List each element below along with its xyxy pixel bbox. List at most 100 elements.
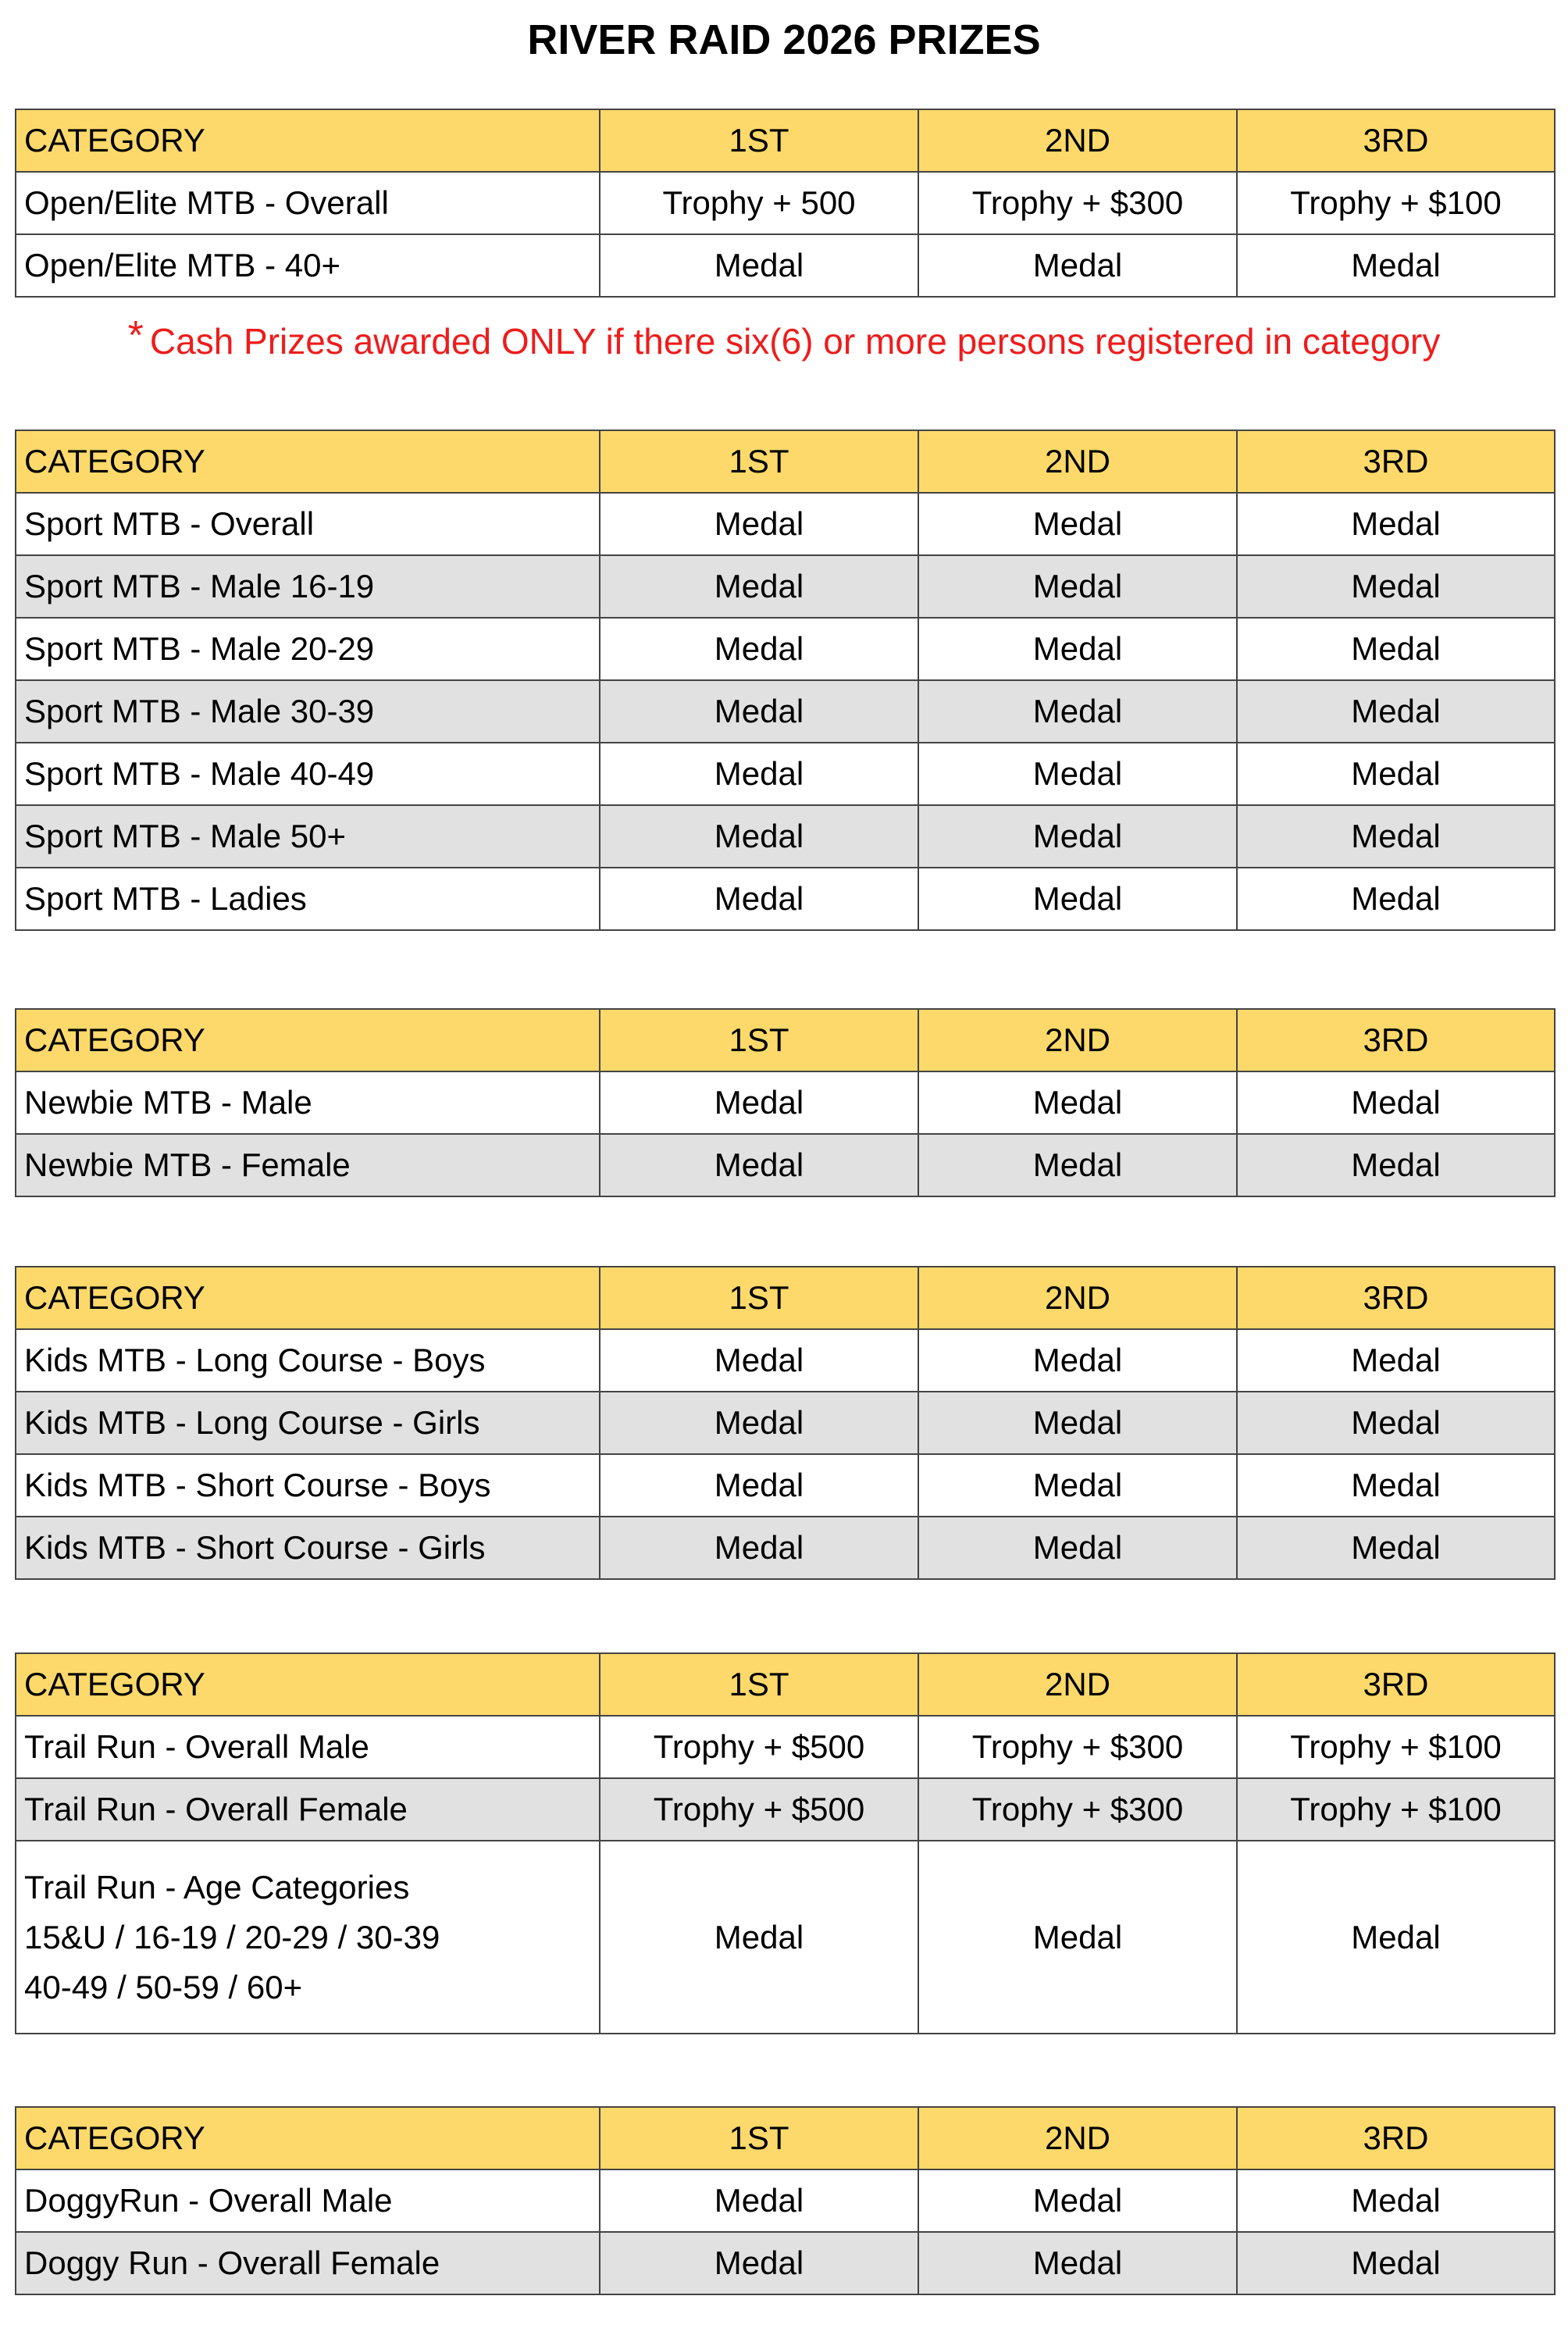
category-label: Trail Run - Age Categories: [24, 1868, 410, 1906]
table-row: Kids MTB - Short Course - Boys Medal Medal…: [15, 1453, 1556, 1517]
prize-cell: Medal: [599, 234, 919, 298]
prize-table: CATEGORY 1ST 2ND 3RD Sport MTB - Overall Meda…: [15, 430, 1556, 931]
prize-cell: Medal: [599, 804, 919, 868]
prize-cell: Trophy + $100: [1236, 171, 1556, 235]
prize-cell: Medal: [1236, 2169, 1556, 2233]
category-cell: Sport MTB - Male 50+: [15, 804, 600, 868]
prize-cell: Medal: [918, 1133, 1238, 1197]
prize-cell: Medal: [1236, 1840, 1556, 2034]
header-place: 1ST: [599, 1652, 919, 1717]
table-row: Sport MTB - Male 20-29 Medal Medal Medal: [15, 617, 1556, 681]
table-row: Open/Elite MTB - Overall Trophy + 500 Trop…: [15, 171, 1556, 235]
prize-cell: Medal: [918, 554, 1238, 619]
page-title: RIVER RAID 2026 PRIZES: [527, 16, 1041, 63]
category-cell: Sport MTB - Male 30-39: [15, 679, 600, 743]
category-cell: Open/Elite MTB - Overall: [15, 171, 600, 235]
prize-cell: Medal: [1236, 2231, 1556, 2295]
prize-cell: Medal: [599, 2169, 919, 2233]
table-row: Open/Elite MTB - 40+ Medal Medal Medal: [15, 234, 1556, 298]
category-cell: Kids MTB - Long Course - Girls: [15, 1391, 600, 1455]
prize-cell: Trophy + $100: [1236, 1715, 1556, 1779]
category-cell: Sport MTB - Overall: [15, 492, 600, 556]
category-cell: Sport MTB - Male 16-19: [15, 554, 600, 619]
prize-cell: Medal: [918, 1391, 1238, 1455]
table-header-row: CATEGORY 1ST 2ND 3RD: [15, 1008, 1556, 1072]
prize-cell: Medal: [918, 234, 1238, 298]
table-header-row: CATEGORY 1ST 2ND 3RD: [15, 2106, 1556, 2170]
cash-prize-note-text: Cash Prizes awarded ONLY if there six(6)…: [149, 321, 1441, 362]
prize-cell: Medal: [599, 1328, 919, 1392]
prize-table: CATEGORY 1ST 2ND 3RD Kids MTB - Long Course …: [15, 1266, 1556, 1580]
category-label: Sport MTB - Male 50+: [24, 818, 346, 854]
prize-cell: Medal: [1236, 1391, 1556, 1455]
prize-cell: Medal: [1236, 742, 1556, 806]
table-row: Newbie MTB - Male Medal Medal Medal: [15, 1071, 1556, 1135]
prize-cell: Trophy + $500: [599, 1715, 919, 1779]
prize-cell: Trophy + $300: [918, 1715, 1238, 1779]
prize-cell: Medal: [918, 742, 1238, 806]
header-place: 2ND: [918, 1652, 1238, 1717]
prize-cell: Medal: [918, 1453, 1238, 1517]
header-category: CATEGORY: [15, 430, 600, 494]
prize-cell: Trophy + $100: [1236, 1777, 1556, 1841]
category-label: Sport MTB - Overall: [24, 505, 315, 542]
prize-cell: Medal: [1236, 1133, 1556, 1197]
prize-cell: Medal: [599, 1133, 919, 1197]
prize-cell: Trophy + $500: [599, 1777, 919, 1841]
header-category: CATEGORY: [15, 109, 600, 173]
category-cell: Trail Run - Overall Male: [15, 1715, 600, 1779]
category-label: Open/Elite MTB - 40+: [24, 247, 341, 283]
table-header-row: CATEGORY 1ST 2ND 3RD: [15, 430, 1556, 494]
category-cell: Kids MTB - Long Course - Boys: [15, 1328, 600, 1392]
category-cell: Newbie MTB - Male: [15, 1071, 600, 1135]
header-place: 3RD: [1236, 2106, 1556, 2170]
category-label: Newbie MTB - Male: [24, 1084, 312, 1121]
category-label: Sport MTB - Male 20-29: [24, 630, 375, 667]
prize-cell: Trophy + $300: [918, 171, 1238, 235]
header-place: 3RD: [1236, 109, 1556, 173]
prize-cell: Medal: [918, 492, 1238, 556]
header-place: 3RD: [1236, 430, 1556, 494]
category-label: Trail Run - Overall Female: [24, 1791, 408, 1827]
table-row: Trail Run - Age Categories 15&U / 16-19 /…: [15, 1840, 1556, 2034]
header-place: 1ST: [599, 1008, 919, 1072]
category-cell: Doggy Run - Overall Female: [15, 2231, 600, 2295]
table-row: Kids MTB - Long Course - Boys Medal Medal M…: [15, 1328, 1556, 1392]
category-label: Kids MTB - Long Course - Boys: [24, 1342, 486, 1378]
prize-cell: Medal: [599, 742, 919, 806]
category-label: Kids MTB - Short Course - Boys: [24, 1467, 491, 1503]
prize-table: CATEGORY 1ST 2ND 3RD DoggyRun - Overall Male…: [15, 2106, 1556, 2295]
prize-cell: Trophy + $300: [918, 1777, 1238, 1841]
table-row: DoggyRun - Overall Male Medal Medal Medal: [15, 2169, 1556, 2233]
header-category: CATEGORY: [15, 1266, 600, 1330]
prize-cell: Medal: [599, 867, 919, 931]
prize-cell: Medal: [918, 1328, 1238, 1392]
table-row: Sport MTB - Male 50+ Medal Medal Medal: [15, 804, 1556, 868]
category-cell: DoggyRun - Overall Male: [15, 2169, 600, 2233]
header-place: 1ST: [599, 1266, 919, 1330]
prize-cell: Medal: [918, 804, 1238, 868]
header-place: 2ND: [918, 1266, 1238, 1330]
prize-cell: Medal: [599, 2231, 919, 2295]
table-row: Sport MTB - Male 40-49 Medal Medal Medal: [15, 742, 1556, 806]
prize-cell: Medal: [599, 1391, 919, 1455]
category-label: 15&U / 16-19 / 20-29 / 30-39: [24, 1918, 440, 1955]
header-category: CATEGORY: [15, 1652, 600, 1717]
prize-cell: Medal: [918, 1840, 1238, 2034]
prize-cell: Medal: [1236, 1328, 1556, 1392]
prize-cell: Medal: [918, 1071, 1238, 1135]
prize-cell: Medal: [599, 679, 919, 743]
table-row: Sport MTB - Male 16-19 Medal Medal Medal: [15, 554, 1556, 619]
table-row: Kids MTB - Long Course - Girls Medal Medal…: [15, 1391, 1556, 1455]
category-label: Newbie MTB - Female: [24, 1146, 351, 1183]
table-row: Trail Run - Overall Female Trophy + $500 T…: [15, 1777, 1556, 1841]
category-label: Kids MTB - Long Course - Girls: [24, 1404, 480, 1441]
prize-cell: Medal: [1236, 492, 1556, 556]
prize-table: CATEGORY 1ST 2ND 3RD Open/Elite MTB - Overal…: [15, 109, 1556, 298]
table-header-row: CATEGORY 1ST 2ND 3RD: [15, 109, 1556, 173]
category-label: Sport MTB - Male 40-49: [24, 755, 375, 792]
header-place: 2ND: [918, 430, 1238, 494]
prize-cell: Medal: [599, 554, 919, 619]
prize-cell: Medal: [599, 1516, 919, 1580]
prize-cell: Medal: [599, 1453, 919, 1517]
